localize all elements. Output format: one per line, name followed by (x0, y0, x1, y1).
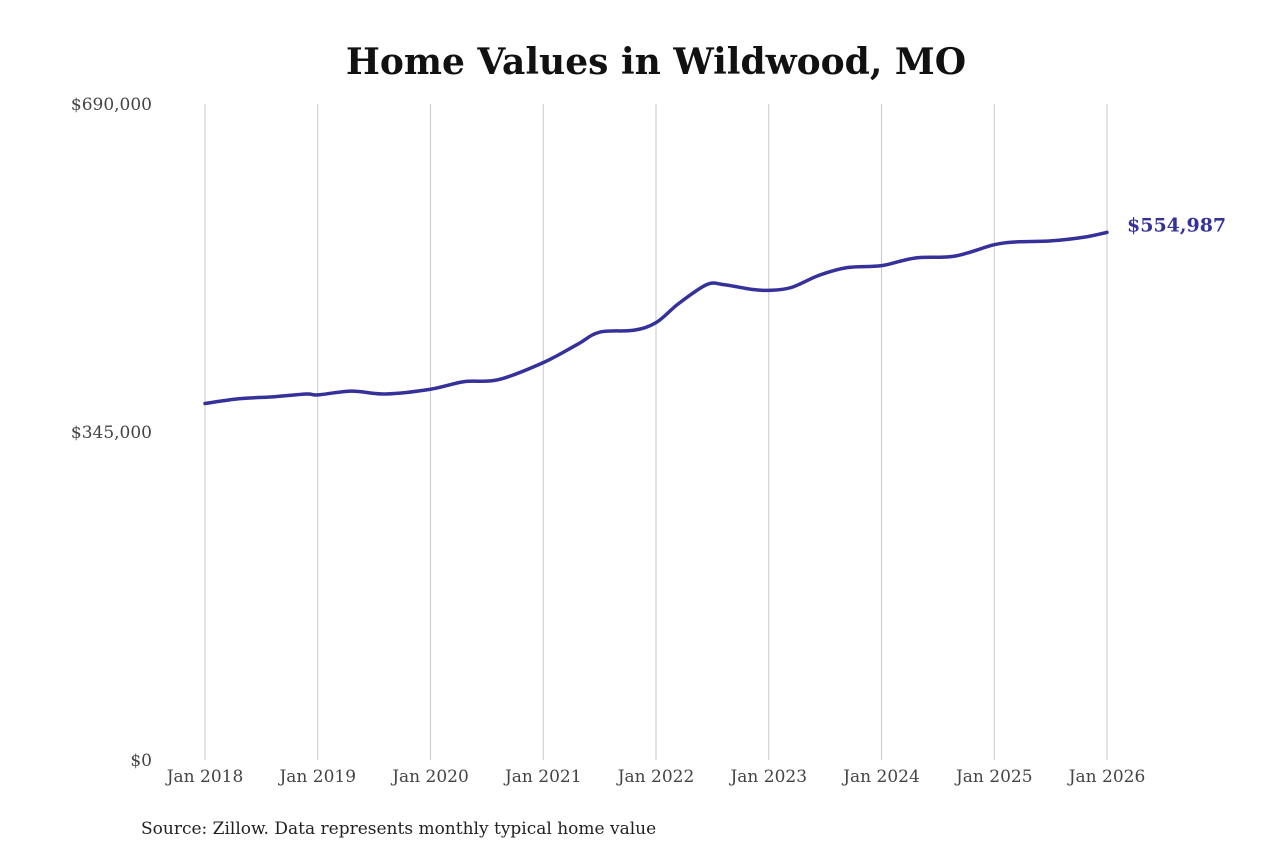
series-layer (203, 230, 1109, 406)
x-tick-label: Jan 2018 (165, 767, 244, 787)
x-tick-label: Jan 2021 (503, 767, 582, 787)
x-tick-label: Jan 2023 (728, 767, 807, 787)
x-tick-label: Jan 2022 (616, 767, 695, 787)
y-axis-ticks: $0 $345,000 $690,000 (71, 95, 152, 771)
x-tick-label: Jan 2025 (954, 767, 1033, 787)
x-tick-label: Jan 2019 (277, 767, 356, 787)
y-tick-label: $345,000 (71, 423, 152, 443)
grid-lines (204, 104, 1108, 760)
x-tick-label: Jan 2026 (1067, 767, 1146, 787)
x-tick-label: Jan 2024 (841, 767, 920, 787)
y-tick-label: $690,000 (71, 95, 152, 115)
end-value-label: $554,987 (1127, 214, 1226, 236)
y-tick-label: $0 (130, 751, 152, 771)
source-note: Source: Zillow. Data represents monthly … (141, 819, 656, 839)
x-tick-label: Jan 2020 (390, 767, 469, 787)
chart-title: Home Values in Wildwood, MO (346, 41, 966, 83)
series-line (203, 230, 1109, 406)
x-axis-ticks: Jan 2018 Jan 2019 Jan 2020 Jan 2021 Jan 2022… (165, 767, 1146, 787)
